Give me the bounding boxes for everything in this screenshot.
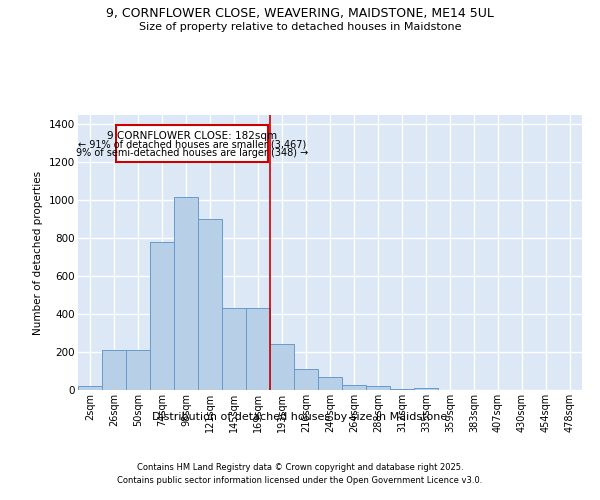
Bar: [366, 386, 390, 390]
Bar: [390, 389, 414, 390]
Bar: [414, 388, 438, 390]
Bar: [116, 126, 268, 162]
Bar: [126, 350, 150, 390]
Text: 9 CORNFLOWER CLOSE: 182sqm: 9 CORNFLOWER CLOSE: 182sqm: [107, 131, 277, 141]
Text: Distribution of detached houses by size in Maidstone: Distribution of detached houses by size …: [152, 412, 448, 422]
Bar: [270, 344, 294, 390]
Text: Contains HM Land Registry data © Crown copyright and database right 2025.: Contains HM Land Registry data © Crown c…: [137, 462, 463, 471]
Bar: [198, 220, 222, 390]
Bar: [246, 308, 270, 390]
Bar: [78, 386, 102, 390]
Bar: [174, 196, 198, 390]
Text: 9, CORNFLOWER CLOSE, WEAVERING, MAIDSTONE, ME14 5UL: 9, CORNFLOWER CLOSE, WEAVERING, MAIDSTON…: [106, 8, 494, 20]
Text: 9% of semi-detached houses are larger (348) →: 9% of semi-detached houses are larger (3…: [76, 148, 308, 158]
Y-axis label: Number of detached properties: Number of detached properties: [34, 170, 43, 334]
Text: Size of property relative to detached houses in Maidstone: Size of property relative to detached ho…: [139, 22, 461, 32]
Bar: [294, 369, 318, 390]
Bar: [102, 350, 126, 390]
Text: Contains public sector information licensed under the Open Government Licence v3: Contains public sector information licen…: [118, 476, 482, 485]
Bar: [342, 386, 366, 390]
Text: ← 91% of detached houses are smaller (3,467): ← 91% of detached houses are smaller (3,…: [78, 140, 306, 149]
Bar: [150, 242, 174, 390]
Bar: [318, 376, 342, 390]
Bar: [222, 308, 246, 390]
